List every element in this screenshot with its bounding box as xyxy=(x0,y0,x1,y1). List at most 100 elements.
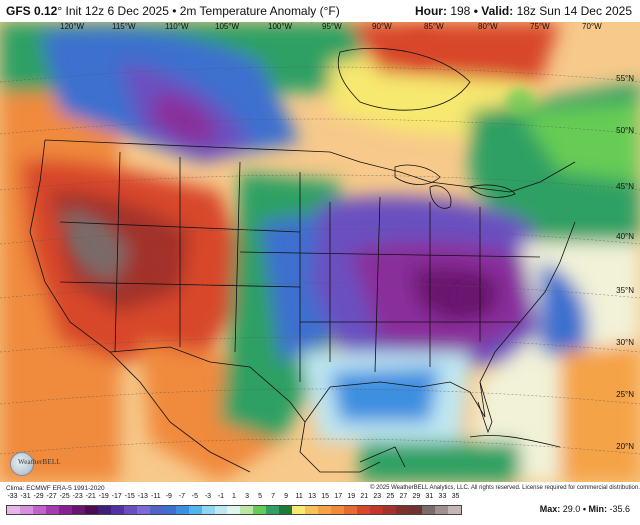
us-mexico-border xyxy=(109,346,306,423)
legend-swatch xyxy=(292,506,306,514)
color-legend: -33 -31 -29 -27 -25 -23 -21 -19 -17 -15 -13 -11 -9 -7… xyxy=(6,493,466,523)
legend-swatch xyxy=(305,506,319,514)
legend-swatch xyxy=(58,506,72,514)
us-canada-border xyxy=(44,139,576,193)
legend-swatch xyxy=(149,506,163,514)
legend-label: 15 xyxy=(321,493,330,500)
lon-tick-70w: 70°W xyxy=(582,22,602,31)
legend-swatch xyxy=(162,506,176,514)
header-bar: GFS 0.12° Init 12z 6 Dec 2025 • 2m Tempe… xyxy=(0,0,640,22)
legend-label: -17 xyxy=(111,493,122,500)
model-description: ° Init 12z 6 Dec 2025 • 2m Temperature A… xyxy=(57,4,340,18)
legend-swatch xyxy=(370,506,384,514)
legend-swatch xyxy=(84,506,98,514)
lon-tick-110w: 110°W xyxy=(165,22,189,31)
legend-label: -23 xyxy=(72,493,83,500)
lat-tick-50n: 50°N xyxy=(616,126,634,135)
legend-label: -27 xyxy=(46,493,57,500)
legend-swatch xyxy=(136,506,150,514)
legend-swatch xyxy=(45,506,59,514)
legend-swatch xyxy=(383,506,397,514)
legend-swatch xyxy=(422,506,435,514)
lon-tick-80w: 80°W xyxy=(478,22,498,31)
valid-value: 18z Sun 14 Dec 2025 xyxy=(516,4,632,18)
lat-tick-25n: 25°N xyxy=(616,390,634,399)
lat-tick-40n: 40°N xyxy=(616,232,634,241)
copyright-note: © 2025 WeatherBELL Analytics, LLC. All r… xyxy=(370,485,640,491)
legend-label: 25 xyxy=(386,493,395,500)
legend-label: 19 xyxy=(347,493,356,500)
legend-label: -7 xyxy=(178,493,185,500)
anomaly-field xyxy=(0,22,640,482)
legend-swatch xyxy=(344,506,358,514)
lon-tick-90w: 90°W xyxy=(372,22,392,31)
hour-value: 198 xyxy=(450,4,471,18)
lon-tick-95w: 95°W xyxy=(322,22,342,31)
legend-bar xyxy=(6,505,462,515)
legend-swatch xyxy=(110,506,124,514)
valid-time: Hour: 198 • Valid: 18z Sun 14 Dec 2025 xyxy=(415,4,632,18)
legend-label: 1 xyxy=(232,493,236,500)
legend-label: 17 xyxy=(334,493,343,500)
legend-swatch xyxy=(71,506,85,514)
lat-tick-20n: 20°N xyxy=(616,442,634,451)
legend-swatch xyxy=(214,506,228,514)
min-label: • Min: xyxy=(582,504,607,514)
max-min-readout: Max: 29.0 • Min: -35.6 xyxy=(540,504,630,514)
legend-label: 33 xyxy=(438,493,447,500)
lon-tick-115w: 115°W xyxy=(112,22,136,31)
graticule xyxy=(0,66,640,455)
legend-swatch xyxy=(318,506,332,514)
legend-label: 9 xyxy=(284,493,289,500)
lat-tick-30n: 30°N xyxy=(616,338,634,347)
legend-swatch xyxy=(396,506,410,514)
legend-swatch xyxy=(357,506,371,514)
logo-text: WeatherBELL xyxy=(18,458,61,466)
legend-swatch xyxy=(434,506,448,514)
legend-swatch xyxy=(409,506,422,514)
legend-swatch xyxy=(447,506,461,514)
legend-labels: -33 -31 -29 -27 -25 -23 -21 -19 -17 -15 -13 -11 -9 -7… xyxy=(6,493,466,503)
lat-tick-45n: 45°N xyxy=(616,182,634,191)
legend-swatch xyxy=(266,506,280,514)
legend-label: 21 xyxy=(360,493,369,500)
legend-label: 23 xyxy=(373,493,382,500)
min-value: -35.6 xyxy=(609,504,630,514)
legend-label: -33 xyxy=(7,493,18,500)
legend-label: 31 xyxy=(425,493,434,500)
globe-icon xyxy=(10,452,34,476)
legend-label: -3 xyxy=(204,493,212,500)
legend-swatch xyxy=(227,506,241,514)
legend-label: 7 xyxy=(271,493,276,500)
legend-swatch xyxy=(123,506,137,514)
gulf-east-coast xyxy=(304,221,576,423)
borders xyxy=(29,47,576,473)
legend-label: -11 xyxy=(151,493,161,500)
legend-label: 35 xyxy=(451,493,460,500)
max-label: Max: xyxy=(539,504,561,514)
west-coast xyxy=(29,139,251,473)
legend-label: 11 xyxy=(295,493,303,500)
legend-label: -21 xyxy=(85,493,96,500)
anomaly-map[interactable]: 120°W 115°W 110°W 105°W 100°W 95°W 90°W … xyxy=(0,22,640,482)
legend-swatch xyxy=(279,506,293,514)
legend-swatch xyxy=(19,506,33,514)
lon-tick-75w: 75°W xyxy=(530,22,550,31)
legend-label: 5 xyxy=(258,493,262,500)
model-name: GFS 0.12 xyxy=(6,4,58,18)
legend-swatch xyxy=(201,506,215,514)
lon-tick-105w: 105°W xyxy=(215,22,240,31)
legend-swatch xyxy=(97,506,111,514)
legend-label: 27 xyxy=(399,493,408,500)
hour-label: Hour: xyxy=(414,4,447,18)
legend-swatch xyxy=(331,506,345,514)
legend-label: -29 xyxy=(33,493,44,500)
mexico-gulf-coast xyxy=(299,421,381,473)
valid-label: • Valid: xyxy=(473,4,514,18)
climatology-note: Clima: ECMWF ERA-5 1991-2020 xyxy=(6,485,105,492)
legend-label: -31 xyxy=(20,493,31,500)
anomaly-detail xyxy=(72,29,534,313)
legend-label: -13 xyxy=(137,493,148,500)
lon-tick-85w: 85°W xyxy=(424,22,444,31)
lat-tick-55n: 55°N xyxy=(616,74,634,83)
